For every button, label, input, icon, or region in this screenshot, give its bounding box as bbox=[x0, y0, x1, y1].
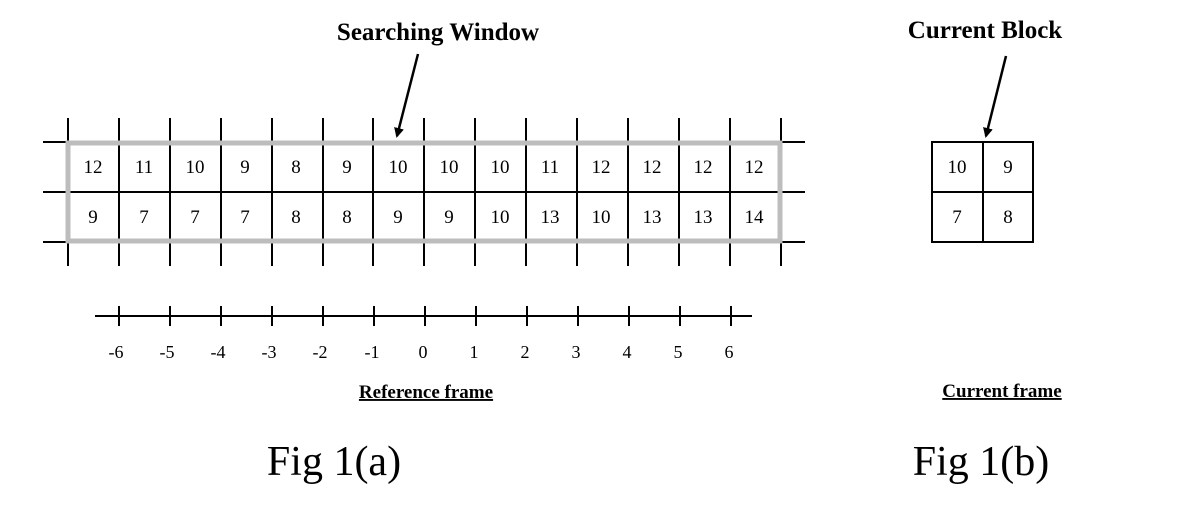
cur-cell: 10 bbox=[948, 157, 967, 178]
cur-cell: 7 bbox=[952, 207, 962, 228]
reference-frame-figure: Searching Window 12 11 10 9 8 9 10 10 10… bbox=[43, 19, 805, 485]
current-frame-figure: Current Block 10 9 7 8 Current frame Fig… bbox=[908, 17, 1062, 485]
axis-tick-label: -2 bbox=[313, 342, 328, 362]
figure-a-caption: Fig 1(a) bbox=[267, 439, 401, 485]
axis-tick-label: 3 bbox=[572, 342, 581, 362]
axis-tick-label: 5 bbox=[674, 342, 683, 362]
reference-frame-grid bbox=[43, 118, 805, 266]
ref-cell: 11 bbox=[541, 157, 559, 178]
current-block-grid bbox=[931, 141, 1034, 243]
figure-b-caption: Fig 1(b) bbox=[913, 439, 1050, 485]
ref-cell: 9 bbox=[393, 207, 403, 228]
ref-cell: 12 bbox=[643, 157, 662, 178]
ref-cell: 8 bbox=[342, 207, 352, 228]
searching-window-border bbox=[65, 140, 783, 244]
axis-tick-label: 4 bbox=[623, 342, 632, 362]
ref-cell: 7 bbox=[139, 207, 149, 228]
axis-tick-label: -6 bbox=[109, 342, 124, 362]
ref-cell: 10 bbox=[389, 157, 408, 178]
ref-cell: 12 bbox=[745, 157, 764, 178]
ref-cell: 13 bbox=[694, 207, 713, 228]
reference-frame-cells: 12 11 10 9 8 9 10 10 10 11 12 12 12 12 9… bbox=[84, 157, 765, 228]
ref-cell: 14 bbox=[745, 207, 765, 228]
axis-tick-label: 2 bbox=[521, 342, 530, 362]
ref-cell: 12 bbox=[84, 157, 103, 178]
current-frame-label: Current frame bbox=[942, 381, 1061, 402]
current-block-arrow bbox=[983, 55, 1008, 138]
ref-cell: 12 bbox=[592, 157, 611, 178]
ref-cell: 7 bbox=[240, 207, 250, 228]
ref-cell: 13 bbox=[541, 207, 560, 228]
current-block-title: Current Block bbox=[908, 17, 1062, 44]
reference-frame-label: Reference frame bbox=[359, 382, 493, 403]
axis-tick-label: 1 bbox=[470, 342, 479, 362]
displacement-axis: -6 -5 -4 -3 -2 -1 0 1 2 3 4 5 6 bbox=[95, 306, 752, 362]
axis-tick-label: -4 bbox=[211, 342, 226, 362]
ref-cell: 10 bbox=[491, 207, 510, 228]
ref-cell: 9 bbox=[342, 157, 352, 178]
cur-cell: 9 bbox=[1003, 157, 1013, 178]
ref-cell: 9 bbox=[444, 207, 454, 228]
cur-cell: 8 bbox=[1003, 207, 1013, 228]
ref-cell: 10 bbox=[440, 157, 459, 178]
axis-tick-label: -3 bbox=[262, 342, 277, 362]
current-block-cells: 10 9 7 8 bbox=[948, 157, 1013, 228]
ref-cell: 12 bbox=[694, 157, 713, 178]
ref-cell: 9 bbox=[88, 207, 98, 228]
axis-tick-label: 0 bbox=[419, 342, 428, 362]
ref-cell: 10 bbox=[491, 157, 510, 178]
ref-cell: 13 bbox=[643, 207, 662, 228]
ref-cell: 11 bbox=[135, 157, 153, 178]
ref-cell: 8 bbox=[291, 157, 301, 178]
ref-cell: 10 bbox=[186, 157, 205, 178]
ref-cell: 10 bbox=[592, 207, 611, 228]
searching-window-title: Searching Window bbox=[337, 19, 539, 46]
ref-cell: 7 bbox=[190, 207, 200, 228]
ref-cell: 9 bbox=[240, 157, 250, 178]
axis-tick-label: 6 bbox=[725, 342, 734, 362]
axis-tick-marks bbox=[118, 306, 732, 326]
axis-tick-label: -1 bbox=[365, 342, 380, 362]
searching-window-arrow bbox=[394, 53, 420, 138]
axis-tick-label: -5 bbox=[160, 342, 175, 362]
ref-cell: 8 bbox=[291, 207, 301, 228]
